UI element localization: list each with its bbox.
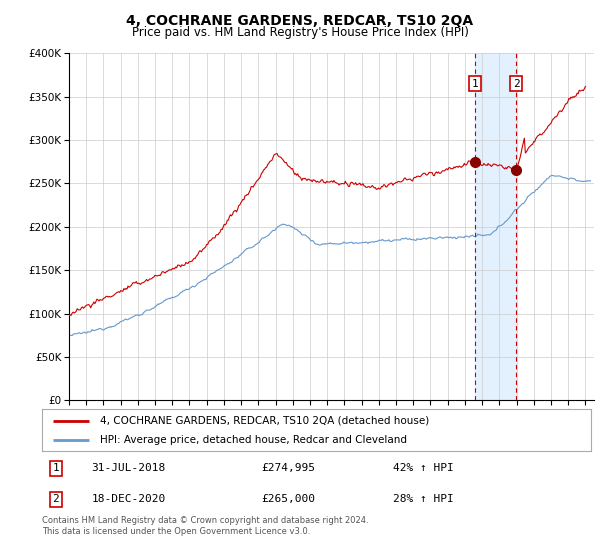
Text: 18-DEC-2020: 18-DEC-2020: [91, 494, 166, 505]
Text: 1: 1: [52, 463, 59, 473]
Text: 4, COCHRANE GARDENS, REDCAR, TS10 2QA: 4, COCHRANE GARDENS, REDCAR, TS10 2QA: [127, 14, 473, 28]
Bar: [475, 53, 516, 400]
Text: 4, COCHRANE GARDENS, REDCAR, TS10 2QA (detached house): 4, COCHRANE GARDENS, REDCAR, TS10 2QA (d…: [100, 416, 429, 426]
Text: HPI: Average price, detached house, Redcar and Cleveland: HPI: Average price, detached house, Redc…: [100, 435, 407, 445]
Text: 1: 1: [472, 78, 478, 88]
Text: Price paid vs. HM Land Registry's House Price Index (HPI): Price paid vs. HM Land Registry's House …: [131, 26, 469, 39]
Text: 42% ↑ HPI: 42% ↑ HPI: [394, 463, 454, 473]
Text: Contains HM Land Registry data © Crown copyright and database right 2024.
This d: Contains HM Land Registry data © Crown c…: [42, 516, 368, 536]
Text: 2: 2: [512, 78, 520, 88]
Text: £274,995: £274,995: [262, 463, 316, 473]
Text: £265,000: £265,000: [262, 494, 316, 505]
Text: 28% ↑ HPI: 28% ↑ HPI: [394, 494, 454, 505]
Text: 31-JUL-2018: 31-JUL-2018: [91, 463, 166, 473]
Text: 2: 2: [52, 494, 59, 505]
